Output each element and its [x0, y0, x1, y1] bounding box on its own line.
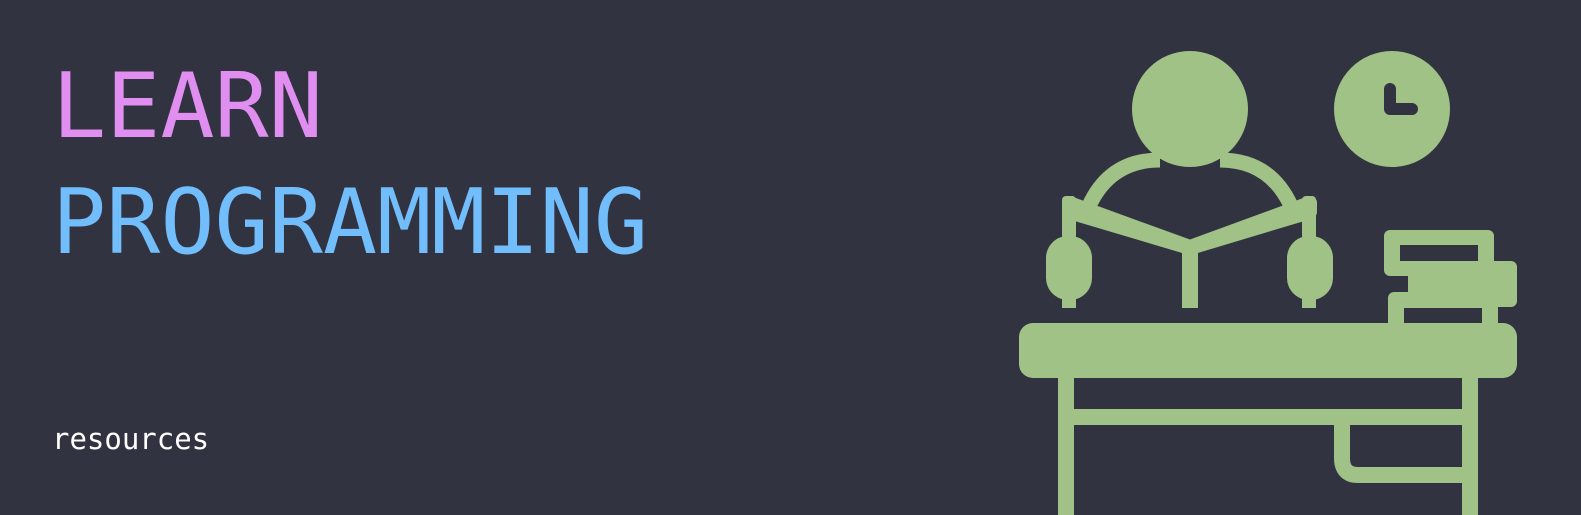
left-arm-icon — [1062, 196, 1076, 240]
desk-crossbar — [1058, 409, 1478, 425]
person-shoulders-icon — [1082, 152, 1298, 210]
stacked-book-bottom-page — [1404, 308, 1482, 326]
right-hand-icon — [1287, 236, 1333, 300]
title-line-programming: PROGRAMMING — [52, 170, 649, 275]
stacked-book-top-page — [1400, 245, 1478, 261]
person-head-icon — [1132, 51, 1248, 167]
desk-right-leg — [1462, 376, 1478, 515]
desk-left-leg — [1058, 376, 1074, 515]
desk-icon — [1019, 323, 1517, 378]
right-arm-icon — [1302, 196, 1316, 240]
right-wrist-icon — [1302, 292, 1316, 308]
left-wrist-icon — [1062, 292, 1076, 308]
stacked-book-gap — [1388, 276, 1408, 292]
subtitle-resources: resources — [52, 422, 210, 456]
desk-drawer — [1334, 425, 1470, 483]
study-illustration — [1019, 51, 1517, 515]
left-hand-icon — [1046, 236, 1092, 300]
book-icon — [1062, 196, 1317, 255]
book-spine-icon — [1182, 244, 1198, 308]
clock-hands-icon — [1384, 83, 1418, 115]
title-line-learn: LEARN — [52, 54, 323, 159]
